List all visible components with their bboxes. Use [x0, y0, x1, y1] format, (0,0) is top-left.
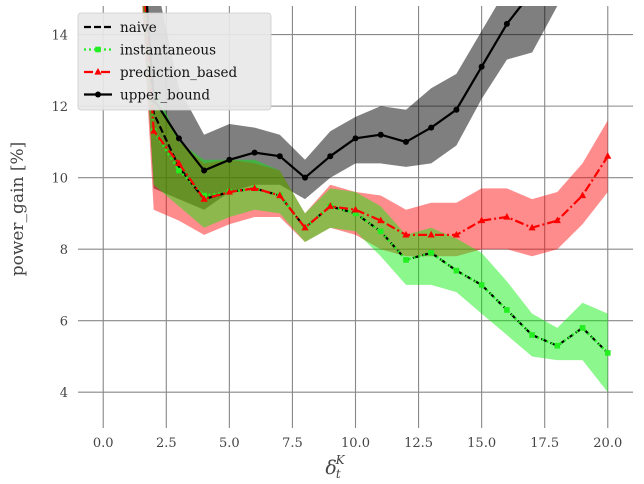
- x-axis-label-subscript: t: [336, 467, 341, 481]
- legend-label: instantaneous: [120, 43, 216, 59]
- upper_bound-point: [453, 106, 460, 113]
- instantaneous-point: [403, 257, 409, 263]
- upper_bound-point: [201, 167, 208, 174]
- prediction_based-point: [351, 205, 360, 213]
- legend-label: prediction_based: [120, 65, 238, 81]
- prediction_based-point: [503, 213, 511, 220]
- x-tick-label: 5.0: [219, 436, 240, 451]
- upper_bound-point: [478, 63, 485, 70]
- prediction_based-point: [150, 127, 158, 134]
- y-tick-label: 8: [60, 243, 68, 258]
- grid: [78, 6, 633, 428]
- prediction_based-point: [478, 216, 486, 224]
- instantaneous-point: [478, 282, 485, 288]
- y-tick-label: 4: [60, 386, 68, 401]
- upper_bound-point: [302, 174, 309, 181]
- x-axis-label: δtK: [325, 453, 345, 481]
- y-tick-label: 10: [51, 172, 68, 187]
- prediction_based-point: [250, 184, 259, 191]
- upper_bound-line: [145, 6, 523, 179]
- legend-entry-naive: naive: [84, 20, 157, 36]
- x-tick-label: 17.5: [530, 436, 559, 451]
- series-lines: [144, 6, 612, 356]
- instantaneous-point: [428, 249, 434, 256]
- legend-label: naive: [120, 20, 157, 36]
- instantaneous-point: [176, 167, 182, 174]
- upper_bound-band: [142, 6, 558, 210]
- prediction_based-point: [452, 230, 461, 238]
- x-axis-label-superscript: K: [335, 453, 346, 467]
- prediction_based-series: [144, 6, 612, 238]
- upper_bound-point: [327, 153, 334, 160]
- prediction_based-point: [276, 191, 284, 199]
- upper_bound-point: [503, 20, 510, 27]
- instantaneous-point: [352, 210, 359, 217]
- x-tick-label: 10.0: [341, 436, 370, 451]
- prediction_based-point: [427, 230, 435, 238]
- y-tick-label: 14: [51, 29, 68, 44]
- legend: naive instantaneous prediction_based upper_…: [77, 12, 272, 111]
- x-tick-label: 7.5: [282, 436, 303, 451]
- upper_bound-point: [352, 135, 359, 142]
- instantaneous-point: [529, 332, 535, 338]
- legend-entry-instantaneous: instantaneous: [84, 43, 216, 59]
- prediction_based-point: [301, 223, 309, 231]
- upper_bound-point: [428, 124, 435, 131]
- legend-prediction_based-point: [94, 68, 102, 75]
- prediction_based-point: [175, 159, 183, 166]
- prediction_based-point: [326, 202, 334, 209]
- upper_bound-point: [175, 135, 182, 142]
- y-tick-label: 12: [51, 100, 68, 115]
- legend-upper_bound-point: [95, 91, 101, 98]
- prediction_based-point: [553, 216, 561, 224]
- instantaneous-point: [504, 307, 510, 313]
- instantaneous-point: [377, 228, 384, 235]
- prediction_based-point: [225, 187, 233, 195]
- x-tick-label: 15.0: [467, 436, 496, 451]
- tick-labels: 0.0 2.5 5.0 7.5 10.0 12.5 15.0 17.5 20.0 4 6 8 10 12 1…: [51, 29, 622, 451]
- prediction_based-point: [528, 223, 536, 231]
- upper_bound-point: [251, 149, 258, 156]
- instantaneous-point: [579, 325, 586, 331]
- upper_bound-point: [402, 138, 409, 145]
- prediction_based-band: [142, 6, 608, 257]
- x-tick-label: 0.0: [93, 436, 114, 451]
- prediction_based-point: [578, 191, 587, 199]
- x-axis-label-base: δ: [325, 457, 336, 479]
- upper_bound-point: [276, 153, 283, 160]
- x-tick-label: 12.5: [404, 436, 433, 451]
- y-axis-label: power_gain [%]: [8, 142, 28, 277]
- legend-instantaneous-point: [95, 46, 101, 53]
- upper_bound-point: [226, 156, 233, 163]
- legend-frame: [77, 12, 272, 111]
- upper_bound-point: [377, 131, 384, 138]
- prediction_based-point: [402, 230, 410, 238]
- x-tick-label: 2.5: [156, 436, 177, 451]
- prediction_based-point: [200, 195, 208, 202]
- legend-entry-upper_bound: upper_bound: [84, 88, 210, 104]
- instantaneous-point: [604, 350, 611, 356]
- prediction_based-point: [377, 216, 385, 224]
- prediction_based-point: [604, 152, 612, 159]
- legend-label: upper_bound: [120, 88, 210, 104]
- prediction_based-line: [144, 6, 609, 236]
- instantaneous-point: [554, 342, 561, 349]
- legend-entry-prediction_based: prediction_based: [84, 65, 238, 81]
- y-tick-label: 6: [60, 315, 68, 330]
- instantaneous-point: [453, 267, 460, 274]
- x-tick-label: 20.0: [593, 436, 622, 451]
